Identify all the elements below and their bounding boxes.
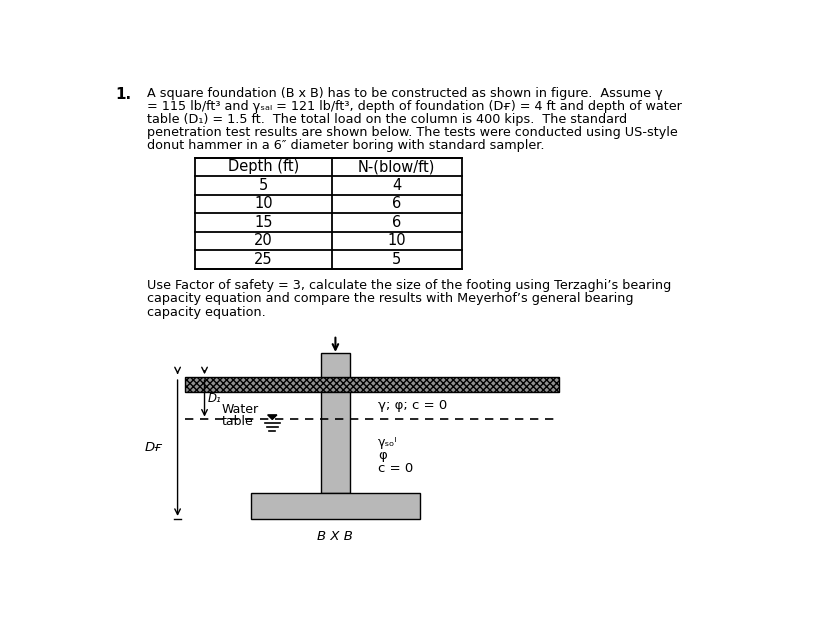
Text: table: table — [221, 415, 253, 428]
Text: 10: 10 — [254, 196, 273, 211]
Text: 20: 20 — [254, 233, 273, 248]
Text: N-(blow/ft): N-(blow/ft) — [358, 160, 436, 175]
Text: γₛₒᴵ: γₛₒᴵ — [378, 436, 397, 449]
Text: capacity equation and compare the results with Meyerhof’s general bearing: capacity equation and compare the result… — [147, 292, 633, 306]
Text: γ; φ; c = 0: γ; φ; c = 0 — [378, 399, 447, 412]
Text: Depth (ft): Depth (ft) — [228, 160, 299, 175]
Text: 6: 6 — [392, 196, 401, 211]
Text: donut hammer in a 6″ diameter boring with standard sampler.: donut hammer in a 6″ diameter boring wit… — [147, 139, 545, 152]
Text: 5: 5 — [392, 252, 401, 267]
Bar — [321, 392, 350, 492]
Bar — [185, 377, 559, 392]
Text: B X B: B X B — [318, 530, 353, 543]
Text: 25: 25 — [254, 252, 273, 267]
Text: Dғ: Dғ — [144, 442, 162, 455]
Text: 1.: 1. — [115, 87, 131, 102]
Text: c = 0: c = 0 — [378, 462, 413, 475]
Text: table (D₁) = 1.5 ft.  The total load on the column is 400 kips.  The standard: table (D₁) = 1.5 ft. The total load on t… — [147, 113, 627, 126]
Bar — [185, 377, 559, 392]
Text: 10: 10 — [387, 233, 406, 248]
Text: 5: 5 — [259, 178, 268, 193]
Text: A square foundation (B x B) has to be constructed as shown in figure.  Assume γ: A square foundation (B x B) has to be co… — [147, 87, 663, 100]
Text: capacity equation.: capacity equation. — [147, 306, 265, 319]
Text: D₁: D₁ — [207, 392, 221, 405]
Text: Use Factor of safety = 3, calculate the size of the footing using Terzaghi’s bea: Use Factor of safety = 3, calculate the … — [147, 279, 671, 292]
Text: 15: 15 — [254, 215, 273, 230]
Bar — [251, 492, 420, 519]
Bar — [195, 158, 462, 268]
Text: φ: φ — [378, 449, 387, 462]
Text: Water: Water — [221, 402, 259, 415]
Text: = 115 lb/ft³ and γₛₐₗ = 121 lb/ft³, depth of foundation (Dғ) = 4 ft and depth of: = 115 lb/ft³ and γₛₐₗ = 121 lb/ft³, dept… — [147, 100, 681, 113]
Polygon shape — [268, 415, 277, 419]
Bar — [321, 353, 350, 377]
Text: 4: 4 — [392, 178, 401, 193]
Text: 6: 6 — [392, 215, 401, 230]
Text: penetration test results are shown below. The tests were conducted using US-styl: penetration test results are shown below… — [147, 126, 677, 139]
